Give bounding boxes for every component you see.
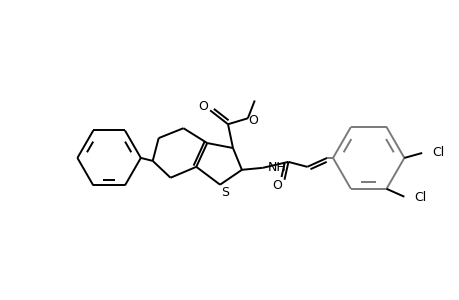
- Text: Cl: Cl: [414, 191, 425, 204]
- Text: Cl: Cl: [431, 146, 443, 160]
- Text: O: O: [198, 100, 208, 113]
- Text: O: O: [272, 179, 282, 192]
- Text: S: S: [221, 186, 229, 199]
- Text: O: O: [247, 114, 257, 127]
- Text: NH: NH: [267, 161, 286, 174]
